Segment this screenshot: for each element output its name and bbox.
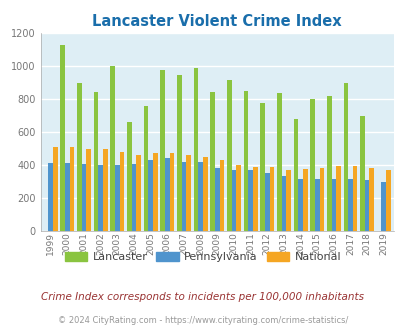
- Bar: [193, 69, 198, 231]
- Text: Crime Index corresponds to incidents per 100,000 inhabitants: Crime Index corresponds to incidents per…: [41, 292, 364, 302]
- Bar: [335, 166, 340, 231]
- Bar: [309, 99, 314, 231]
- Bar: [286, 170, 290, 231]
- Bar: [86, 148, 91, 231]
- Bar: [243, 91, 247, 231]
- Bar: [98, 165, 102, 231]
- Bar: [252, 167, 257, 231]
- Bar: [164, 158, 169, 231]
- Bar: [48, 163, 53, 231]
- Bar: [247, 170, 252, 231]
- Bar: [169, 153, 174, 231]
- Bar: [231, 170, 236, 231]
- Bar: [60, 45, 65, 231]
- Legend: Lancaster, Pennsylvania, National: Lancaster, Pennsylvania, National: [60, 248, 345, 267]
- Bar: [65, 163, 69, 231]
- Bar: [314, 179, 319, 231]
- Text: © 2024 CityRating.com - https://www.cityrating.com/crime-statistics/: © 2024 CityRating.com - https://www.city…: [58, 316, 347, 325]
- Bar: [281, 176, 286, 231]
- Bar: [276, 93, 281, 231]
- Bar: [198, 162, 202, 231]
- Bar: [136, 155, 141, 231]
- Bar: [93, 92, 98, 231]
- Bar: [331, 179, 335, 231]
- Bar: [143, 106, 148, 231]
- Bar: [148, 160, 153, 231]
- Bar: [381, 182, 385, 231]
- Bar: [214, 168, 219, 231]
- Bar: [319, 168, 323, 231]
- Bar: [260, 103, 264, 231]
- Bar: [110, 66, 115, 231]
- Bar: [77, 82, 81, 231]
- Bar: [297, 179, 302, 231]
- Bar: [127, 122, 131, 231]
- Bar: [359, 115, 364, 231]
- Bar: [326, 96, 331, 231]
- Bar: [160, 70, 164, 231]
- Bar: [236, 165, 240, 231]
- Bar: [119, 152, 124, 231]
- Bar: [269, 167, 273, 231]
- Bar: [264, 173, 269, 231]
- Bar: [81, 164, 86, 231]
- Bar: [131, 164, 136, 231]
- Bar: [226, 80, 231, 231]
- Bar: [181, 162, 186, 231]
- Bar: [186, 155, 190, 231]
- Bar: [69, 147, 74, 231]
- Bar: [53, 147, 58, 231]
- Bar: [115, 165, 119, 231]
- Bar: [219, 160, 224, 231]
- Bar: [343, 83, 347, 231]
- Bar: [177, 75, 181, 231]
- Bar: [302, 169, 307, 231]
- Bar: [102, 149, 107, 231]
- Bar: [364, 180, 369, 231]
- Bar: [293, 119, 297, 231]
- Bar: [369, 168, 373, 231]
- Bar: [153, 153, 157, 231]
- Bar: [210, 92, 214, 231]
- Bar: [352, 166, 357, 231]
- Title: Lancaster Violent Crime Index: Lancaster Violent Crime Index: [92, 14, 341, 29]
- Bar: [202, 157, 207, 231]
- Bar: [347, 179, 352, 231]
- Bar: [385, 170, 390, 231]
